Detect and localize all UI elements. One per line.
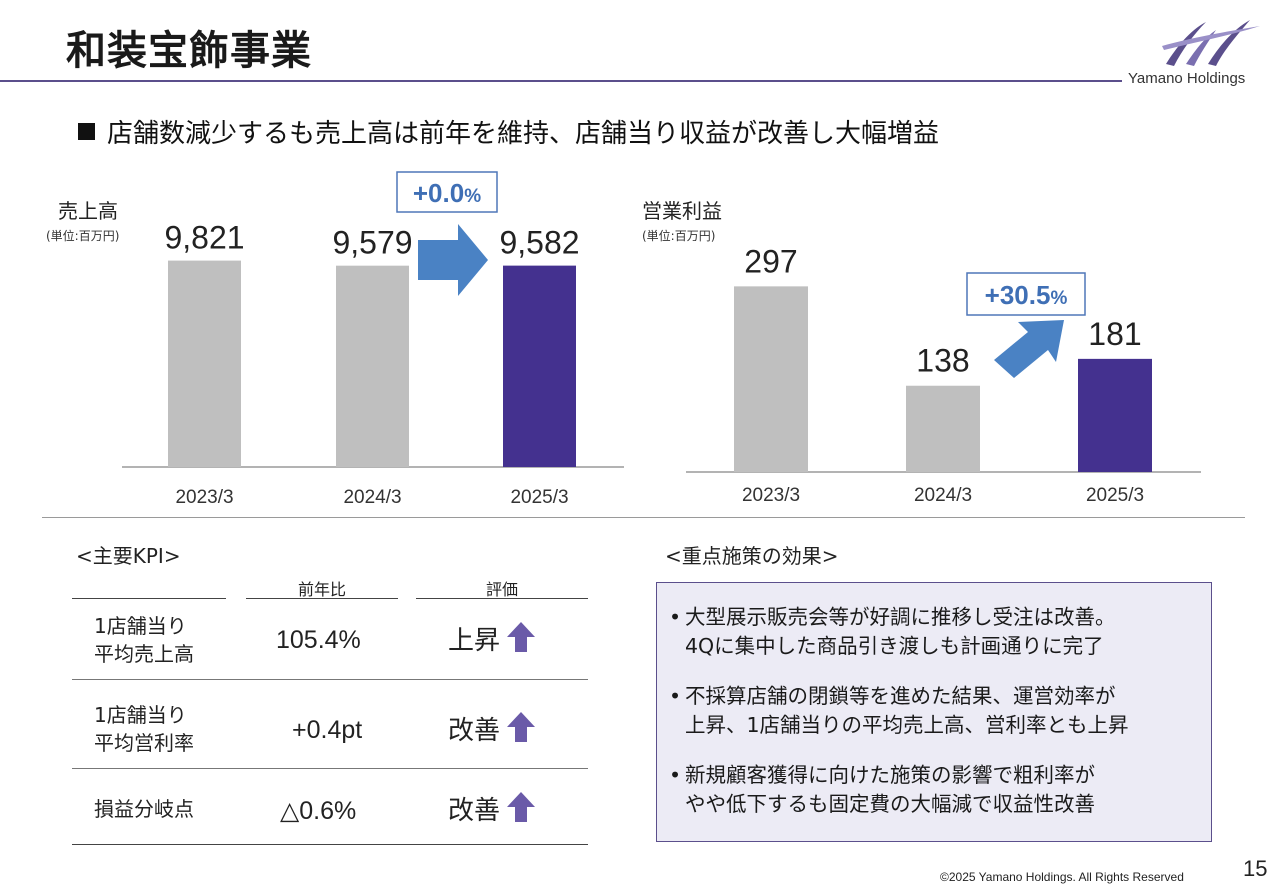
kpi-header-rule	[72, 598, 226, 599]
kpi-evaluation: 上昇	[448, 620, 536, 657]
bar-value-label: 181	[1088, 316, 1141, 352]
page-number: 15	[1243, 856, 1268, 881]
kpi-label-line: 1店舗当り	[94, 614, 187, 638]
x-tick-label: 2023/3	[742, 485, 800, 506]
up-arrow-icon	[507, 622, 536, 652]
header-rule	[0, 80, 1122, 82]
change-label: +0.0%	[413, 178, 481, 208]
kpi-value: +0.4pt	[292, 716, 363, 744]
measure-text-line: 大型展示販売会等が好調に推移し受注は改善。	[685, 605, 1116, 629]
change-label: +30.5%	[985, 280, 1068, 310]
kpi-row-label: 1店舗当り 平均営利率	[94, 701, 194, 757]
chart-unit: (単位:百万円)	[642, 228, 715, 243]
square-bullet-icon	[78, 123, 95, 140]
kpi-bottom-rule	[72, 844, 588, 845]
measure-text-line: 不採算店舗の閉鎖等を進めた結果、運営効率が	[685, 684, 1116, 708]
bullet-dot-icon: •	[669, 605, 682, 629]
change-label-box	[396, 171, 498, 213]
chart-title: 営業利益	[642, 199, 722, 223]
kpi-label-line: 平均営利率	[94, 731, 194, 755]
bar-value-label: 9,821	[164, 220, 244, 256]
kpi-section-title: <主要KPI>	[76, 544, 181, 568]
headline-text: 店舗数減少するも売上高は前年を維持、店舗当り収益が改善し大幅増益	[107, 119, 940, 149]
copyright: ©2025 Yamano Holdings. All Rights Reserv…	[940, 870, 1184, 884]
kpi-row-label: 損益分岐点	[94, 795, 194, 823]
kpi-col-header-yoy: 前年比	[297, 580, 346, 599]
bar-value-label: 9,582	[499, 225, 579, 261]
page-title: 和装宝飾事業	[66, 28, 312, 74]
bullet-dot-icon: •	[669, 684, 682, 708]
kpi-row-label: 1店舗当り 平均売上高	[94, 612, 194, 668]
x-tick-label: 2023/3	[175, 487, 233, 508]
measure-text-line: 上昇、1店舗当りの平均売上高、営利率とも上昇	[685, 713, 1129, 737]
bar-value-label: 138	[916, 343, 969, 379]
kpi-col-header-evaluation: 評価	[485, 580, 518, 599]
x-tick-label: 2024/3	[914, 485, 972, 506]
bar-2024/3	[336, 265, 409, 467]
change-arrow-icon	[418, 224, 488, 296]
kpi-evaluation: 改善	[448, 710, 536, 747]
measures-box: • 大型展示販売会等が好調に推移し受注は改善。 4Qに集中した商品引き渡しも計画…	[656, 582, 1212, 842]
x-tick-label: 2025/3	[1086, 485, 1144, 506]
chart-title: 売上高	[58, 199, 118, 223]
kpi-label-line: 1店舗当り	[94, 703, 187, 727]
headline: 店舗数減少するも売上高は前年を維持、店舗当り収益が改善し大幅増益	[78, 113, 939, 150]
kpi-evaluation-text: 上昇	[448, 626, 501, 656]
bar-2024/3	[906, 385, 980, 472]
sales-chart: 売上高 (単位:百万円) 9,821 2023/3 9,579 2024/3 9,582…	[46, 171, 624, 508]
bar-2023/3	[168, 260, 241, 467]
kpi-label-line: 損益分岐点	[94, 797, 194, 821]
bar-2025/3	[503, 265, 576, 467]
measure-text-line: 新規顧客獲得に向けた施策の影響で粗利率が	[685, 763, 1095, 787]
up-arrow-icon	[507, 792, 536, 822]
kpi-header-rule	[416, 598, 588, 599]
change-label-box	[966, 272, 1086, 316]
measure-bullet: • 新規顧客獲得に向けた施策の影響で粗利率が やや低下するも固定費の大幅減で収益…	[669, 761, 1095, 819]
kpi-evaluation-text: 改善	[448, 716, 501, 746]
change-arrow-icon	[994, 320, 1064, 378]
bar-2023/3	[734, 286, 808, 472]
section-divider	[42, 517, 1245, 518]
kpi-header-rule	[246, 598, 398, 599]
bullet-dot-icon: •	[669, 763, 682, 787]
measures-section-title: <重点施策の効果>	[665, 544, 839, 568]
kpi-value: 105.4%	[276, 626, 361, 654]
bar-value-label: 9,579	[332, 225, 412, 261]
logo-text: Yamano Holdings	[1128, 70, 1246, 87]
measure-bullet: • 大型展示販売会等が好調に推移し受注は改善。 4Qに集中した商品引き渡しも計画…	[669, 603, 1116, 661]
measure-text-line: 4Qに集中した商品引き渡しも計画通りに完了	[685, 634, 1104, 658]
kpi-row-divider	[72, 679, 588, 680]
kpi-label-line: 平均売上高	[94, 642, 194, 666]
kpi-value: △0.6%	[280, 797, 357, 825]
kpi-evaluation-text: 改善	[448, 796, 501, 826]
bar-2025/3	[1078, 358, 1152, 472]
measure-text-line: やや低下するも固定費の大幅減で収益性改善	[685, 792, 1095, 816]
bar-value-label: 297	[744, 243, 797, 279]
up-arrow-icon	[507, 712, 536, 742]
kpi-row-divider	[72, 768, 588, 769]
measure-bullet: • 不採算店舗の閉鎖等を進めた結果、運営効率が 上昇、1店舗当りの平均売上高、営…	[669, 682, 1129, 740]
operating-profit-chart: 営業利益 (単位:百万円) 297 2023/3 138 2024/3 181 2025/…	[642, 199, 1201, 506]
x-tick-label: 2025/3	[510, 487, 568, 508]
x-tick-label: 2024/3	[343, 487, 401, 508]
company-logo-icon	[1162, 20, 1260, 66]
chart-unit: (単位:百万円)	[46, 228, 119, 243]
kpi-evaluation: 改善	[448, 790, 536, 827]
